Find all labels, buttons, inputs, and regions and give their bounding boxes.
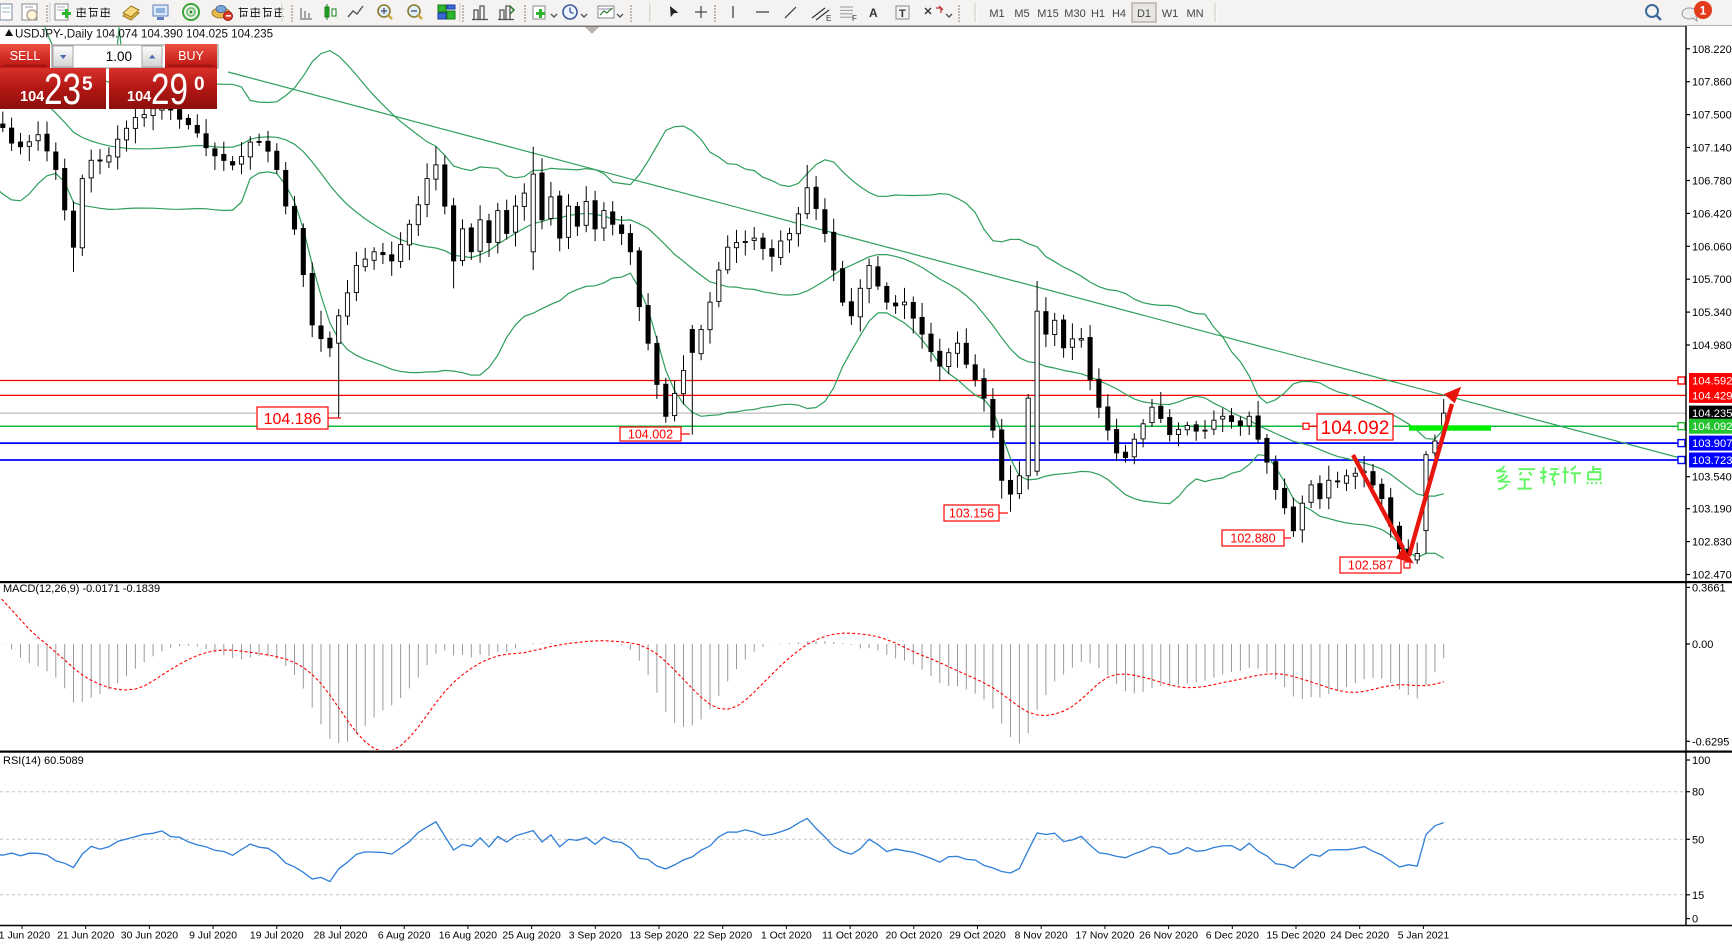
- svg-text:104.092: 104.092: [1692, 421, 1732, 433]
- svg-text:103.190: 103.190: [1692, 504, 1732, 516]
- svg-text:23: 23: [44, 65, 81, 114]
- svg-text:107.140: 107.140: [1692, 143, 1732, 155]
- svg-text:17 Nov 2020: 17 Nov 2020: [1075, 931, 1134, 942]
- svg-text:80: 80: [1692, 787, 1704, 799]
- svg-text:29: 29: [151, 65, 188, 114]
- svg-text:19 Jul 2020: 19 Jul 2020: [250, 931, 304, 942]
- svg-text:25 Aug 2020: 25 Aug 2020: [502, 931, 561, 942]
- svg-text:107.500: 107.500: [1692, 110, 1732, 122]
- svg-text:D1: D1: [1137, 8, 1151, 20]
- svg-text:0: 0: [194, 74, 205, 95]
- svg-text:106.420: 106.420: [1692, 208, 1732, 220]
- svg-text:9 Jul 2020: 9 Jul 2020: [189, 931, 237, 942]
- svg-text:1 Oct 2020: 1 Oct 2020: [761, 931, 812, 942]
- svg-text:F: F: [852, 14, 857, 23]
- svg-text:M15: M15: [1037, 8, 1058, 20]
- svg-text:1.00: 1.00: [106, 49, 132, 64]
- svg-text:20 Oct 2020: 20 Oct 2020: [885, 931, 942, 942]
- svg-text:6 Aug 2020: 6 Aug 2020: [378, 931, 431, 942]
- svg-text:E: E: [826, 14, 831, 23]
- svg-text:29 Oct 2020: 29 Oct 2020: [949, 931, 1006, 942]
- svg-text:RSI(14) 60.5089: RSI(14) 60.5089: [3, 755, 84, 767]
- svg-text:104: 104: [127, 89, 151, 105]
- svg-text:16 Aug 2020: 16 Aug 2020: [439, 931, 498, 942]
- svg-text:28 Jul 2020: 28 Jul 2020: [314, 931, 368, 942]
- svg-text:107.860: 107.860: [1692, 77, 1732, 89]
- svg-text:103.723: 103.723: [1692, 455, 1732, 467]
- svg-text:105.340: 105.340: [1692, 307, 1732, 319]
- svg-text:50: 50: [1692, 834, 1704, 846]
- svg-text:0.3661: 0.3661: [1692, 582, 1726, 594]
- svg-text:102.470: 102.470: [1692, 570, 1732, 582]
- svg-text:103.907: 103.907: [1692, 438, 1732, 450]
- svg-text:8 Nov 2020: 8 Nov 2020: [1015, 931, 1068, 942]
- svg-text:106.780: 106.780: [1692, 176, 1732, 188]
- svg-text:A: A: [869, 6, 878, 20]
- svg-text:-0.6295: -0.6295: [1692, 736, 1729, 748]
- svg-text:100: 100: [1692, 755, 1710, 767]
- svg-text:1: 1: [1700, 4, 1707, 18]
- svg-text:106.060: 106.060: [1692, 241, 1732, 253]
- svg-text:H1: H1: [1091, 8, 1105, 20]
- svg-text:22 Sep 2020: 22 Sep 2020: [693, 931, 752, 942]
- svg-text:104.002: 104.002: [628, 428, 673, 442]
- svg-text:6 Dec 2020: 6 Dec 2020: [1206, 931, 1259, 942]
- svg-text:BUY: BUY: [178, 49, 204, 63]
- svg-text:104.235: 104.235: [1692, 408, 1732, 420]
- svg-text:102.587: 102.587: [1348, 559, 1393, 573]
- svg-text:30 Jun 2020: 30 Jun 2020: [121, 931, 178, 942]
- svg-text:SELL: SELL: [10, 49, 41, 63]
- svg-text:H4: H4: [1112, 8, 1126, 20]
- svg-text:104.092: 104.092: [1321, 418, 1390, 439]
- svg-text:MACD(12,26,9) -0.0171 -0.1839: MACD(12,26,9) -0.0171 -0.1839: [3, 583, 160, 595]
- svg-text:M1: M1: [989, 8, 1004, 20]
- svg-text:0: 0: [1692, 914, 1698, 926]
- svg-text:26 Nov 2020: 26 Nov 2020: [1139, 931, 1198, 942]
- svg-text:M30: M30: [1064, 8, 1085, 20]
- svg-text:3 Sep 2020: 3 Sep 2020: [569, 931, 622, 942]
- svg-text:MN: MN: [1186, 8, 1203, 20]
- svg-text:15: 15: [1692, 890, 1704, 902]
- svg-text:104.592: 104.592: [1692, 376, 1732, 388]
- svg-text:T: T: [899, 8, 906, 20]
- svg-text:0.00: 0.00: [1692, 639, 1713, 651]
- svg-text:104.186: 104.186: [264, 411, 322, 428]
- svg-text:24 Dec 2020: 24 Dec 2020: [1330, 931, 1389, 942]
- svg-text:13 Sep 2020: 13 Sep 2020: [630, 931, 689, 942]
- svg-text:102.830: 102.830: [1692, 537, 1732, 549]
- svg-text:5 Jan 2021: 5 Jan 2021: [1398, 931, 1450, 942]
- svg-text:108.220: 108.220: [1692, 44, 1732, 56]
- svg-text:11 Oct 2020: 11 Oct 2020: [822, 931, 878, 942]
- svg-text:104.429: 104.429: [1692, 390, 1732, 402]
- svg-text:103.156: 103.156: [949, 507, 994, 521]
- svg-text:M5: M5: [1014, 8, 1029, 20]
- svg-text:W1: W1: [1162, 8, 1179, 20]
- svg-text:102.880: 102.880: [1230, 532, 1275, 546]
- svg-text:105.700: 105.700: [1692, 274, 1732, 286]
- svg-text:21 Jun 2020: 21 Jun 2020: [57, 931, 114, 942]
- svg-text:104: 104: [20, 89, 44, 105]
- svg-text:103.540: 103.540: [1692, 472, 1732, 484]
- svg-text:104.980: 104.980: [1692, 340, 1732, 352]
- svg-text:11 Jun 2020: 11 Jun 2020: [0, 931, 50, 942]
- svg-text:USDJPY-,Daily 104.074 104.390: USDJPY-,Daily 104.074 104.390 104.025 10…: [15, 28, 273, 41]
- svg-text:5: 5: [82, 74, 93, 95]
- svg-text:15 Dec 2020: 15 Dec 2020: [1267, 931, 1326, 942]
